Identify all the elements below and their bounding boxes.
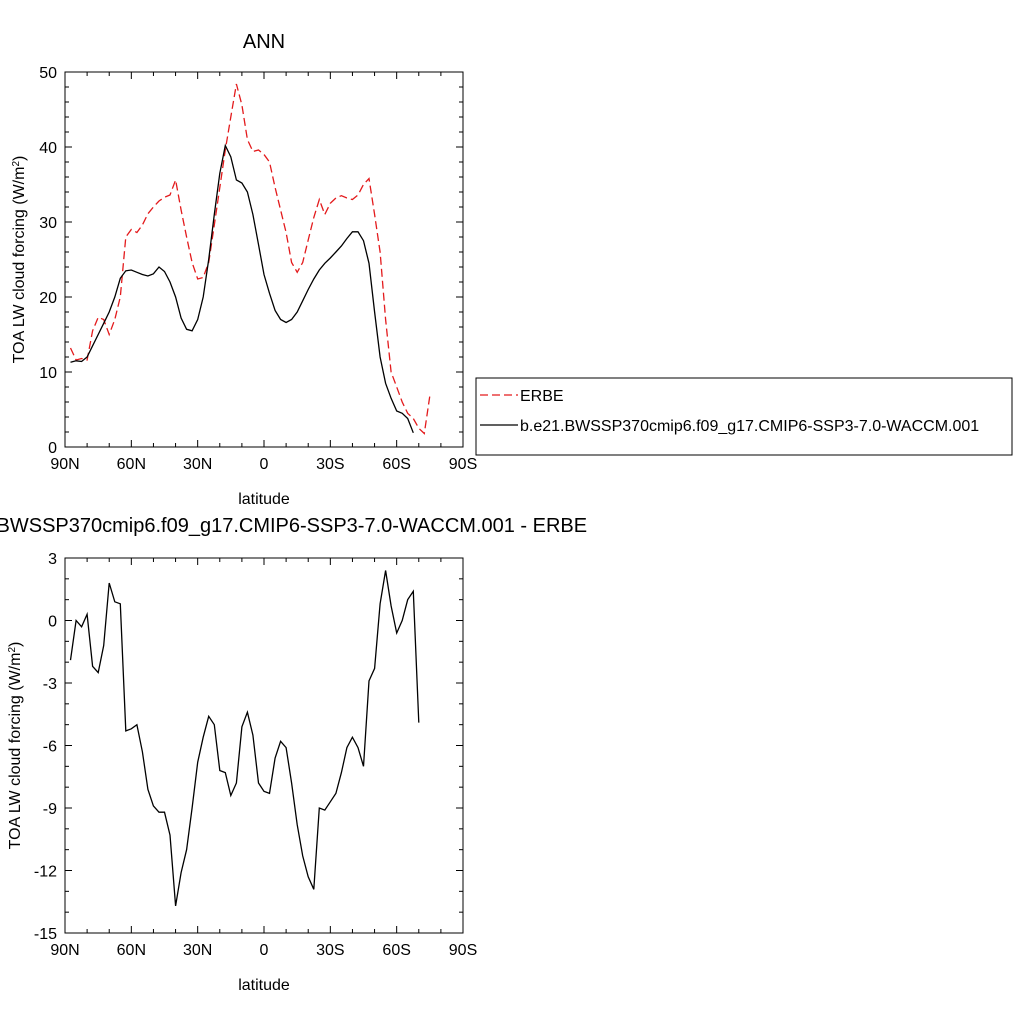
y-axis-label-close: ) <box>7 642 24 647</box>
x-axis-label: latitude <box>238 977 290 994</box>
x-tick-label: 0 <box>260 456 269 473</box>
y-tick-label: -3 <box>43 676 57 693</box>
x-tick-label: 60S <box>382 456 410 473</box>
x-tick-label: 30N <box>183 942 212 959</box>
series-line-1 <box>69 570 420 907</box>
y-tick-label: 20 <box>39 290 57 307</box>
legend-box <box>475 377 1013 456</box>
y-axis-label-superscript: 2 <box>7 647 18 653</box>
x-tick-label: 60S <box>382 942 410 959</box>
y-axis-label: TOA LW cloud forcing (W/m2) <box>7 642 25 850</box>
chart-title: ANN <box>243 31 285 53</box>
x-tick-label: 90N <box>50 942 79 959</box>
x-tick-label: 60N <box>117 456 146 473</box>
x-tick-label: 0 <box>260 942 269 959</box>
y-tick-label: 50 <box>39 65 57 82</box>
chart-title: b.e21.BWSSP370cmip6.f09_g17.CMIP6-SSP3-7… <box>0 515 587 537</box>
series-line-1 <box>69 83 431 435</box>
x-axis-label: latitude <box>238 491 290 508</box>
y-axis-label: TOA LW cloud forcing (W/m2) <box>11 156 29 364</box>
x-tick-label: 90N <box>50 456 79 473</box>
y-tick-label: 3 <box>48 551 57 568</box>
x-tick-label: 60N <box>117 942 146 959</box>
x-tick-label: 30N <box>183 456 212 473</box>
legend-label-2: b.e21.BWSSP370cmip6.f09_g17.CMIP6-SSP3-7… <box>520 418 979 435</box>
y-tick-label: -12 <box>34 864 57 881</box>
x-tick-label: 30S <box>316 456 344 473</box>
legend-label-1: ERBE <box>520 388 564 405</box>
x-tick-label: 90S <box>449 456 477 473</box>
y-tick-label: 10 <box>39 365 57 382</box>
y-tick-label: 30 <box>39 215 57 232</box>
y-tick-label: -9 <box>43 801 57 818</box>
y-tick-label: 40 <box>39 140 57 157</box>
y-tick-label: -6 <box>43 739 57 756</box>
y-axis-label-close: ) <box>11 156 28 161</box>
plot-frame <box>64 71 464 448</box>
x-tick-label: 90S <box>449 942 477 959</box>
legend: ERBE b.e21.BWSSP370cmip6.f09_g17.CMIP6-SS… <box>475 377 1013 456</box>
y-tick-label: -15 <box>34 926 57 943</box>
y-axis-label-main: TOA LW cloud forcing (W/m <box>11 167 28 364</box>
chart-panel-1: ANN 90N 60N 30N 0 30S 60S 90S 0 10 20 30 40 50 latitud… <box>11 31 1013 508</box>
chart-panel-2: b.e21.BWSSP370cmip6.f09_g17.CMIP6-SSP3-7… <box>0 515 587 994</box>
series-line-2 <box>70 143 414 434</box>
y-axis-label-superscript: 2 <box>11 161 22 167</box>
x-tick-label: 30S <box>316 942 344 959</box>
y-tick-label: 0 <box>48 614 57 631</box>
y-axis-label-main: TOA LW cloud forcing (W/m <box>7 653 24 850</box>
y-tick-label: 0 <box>48 440 57 457</box>
